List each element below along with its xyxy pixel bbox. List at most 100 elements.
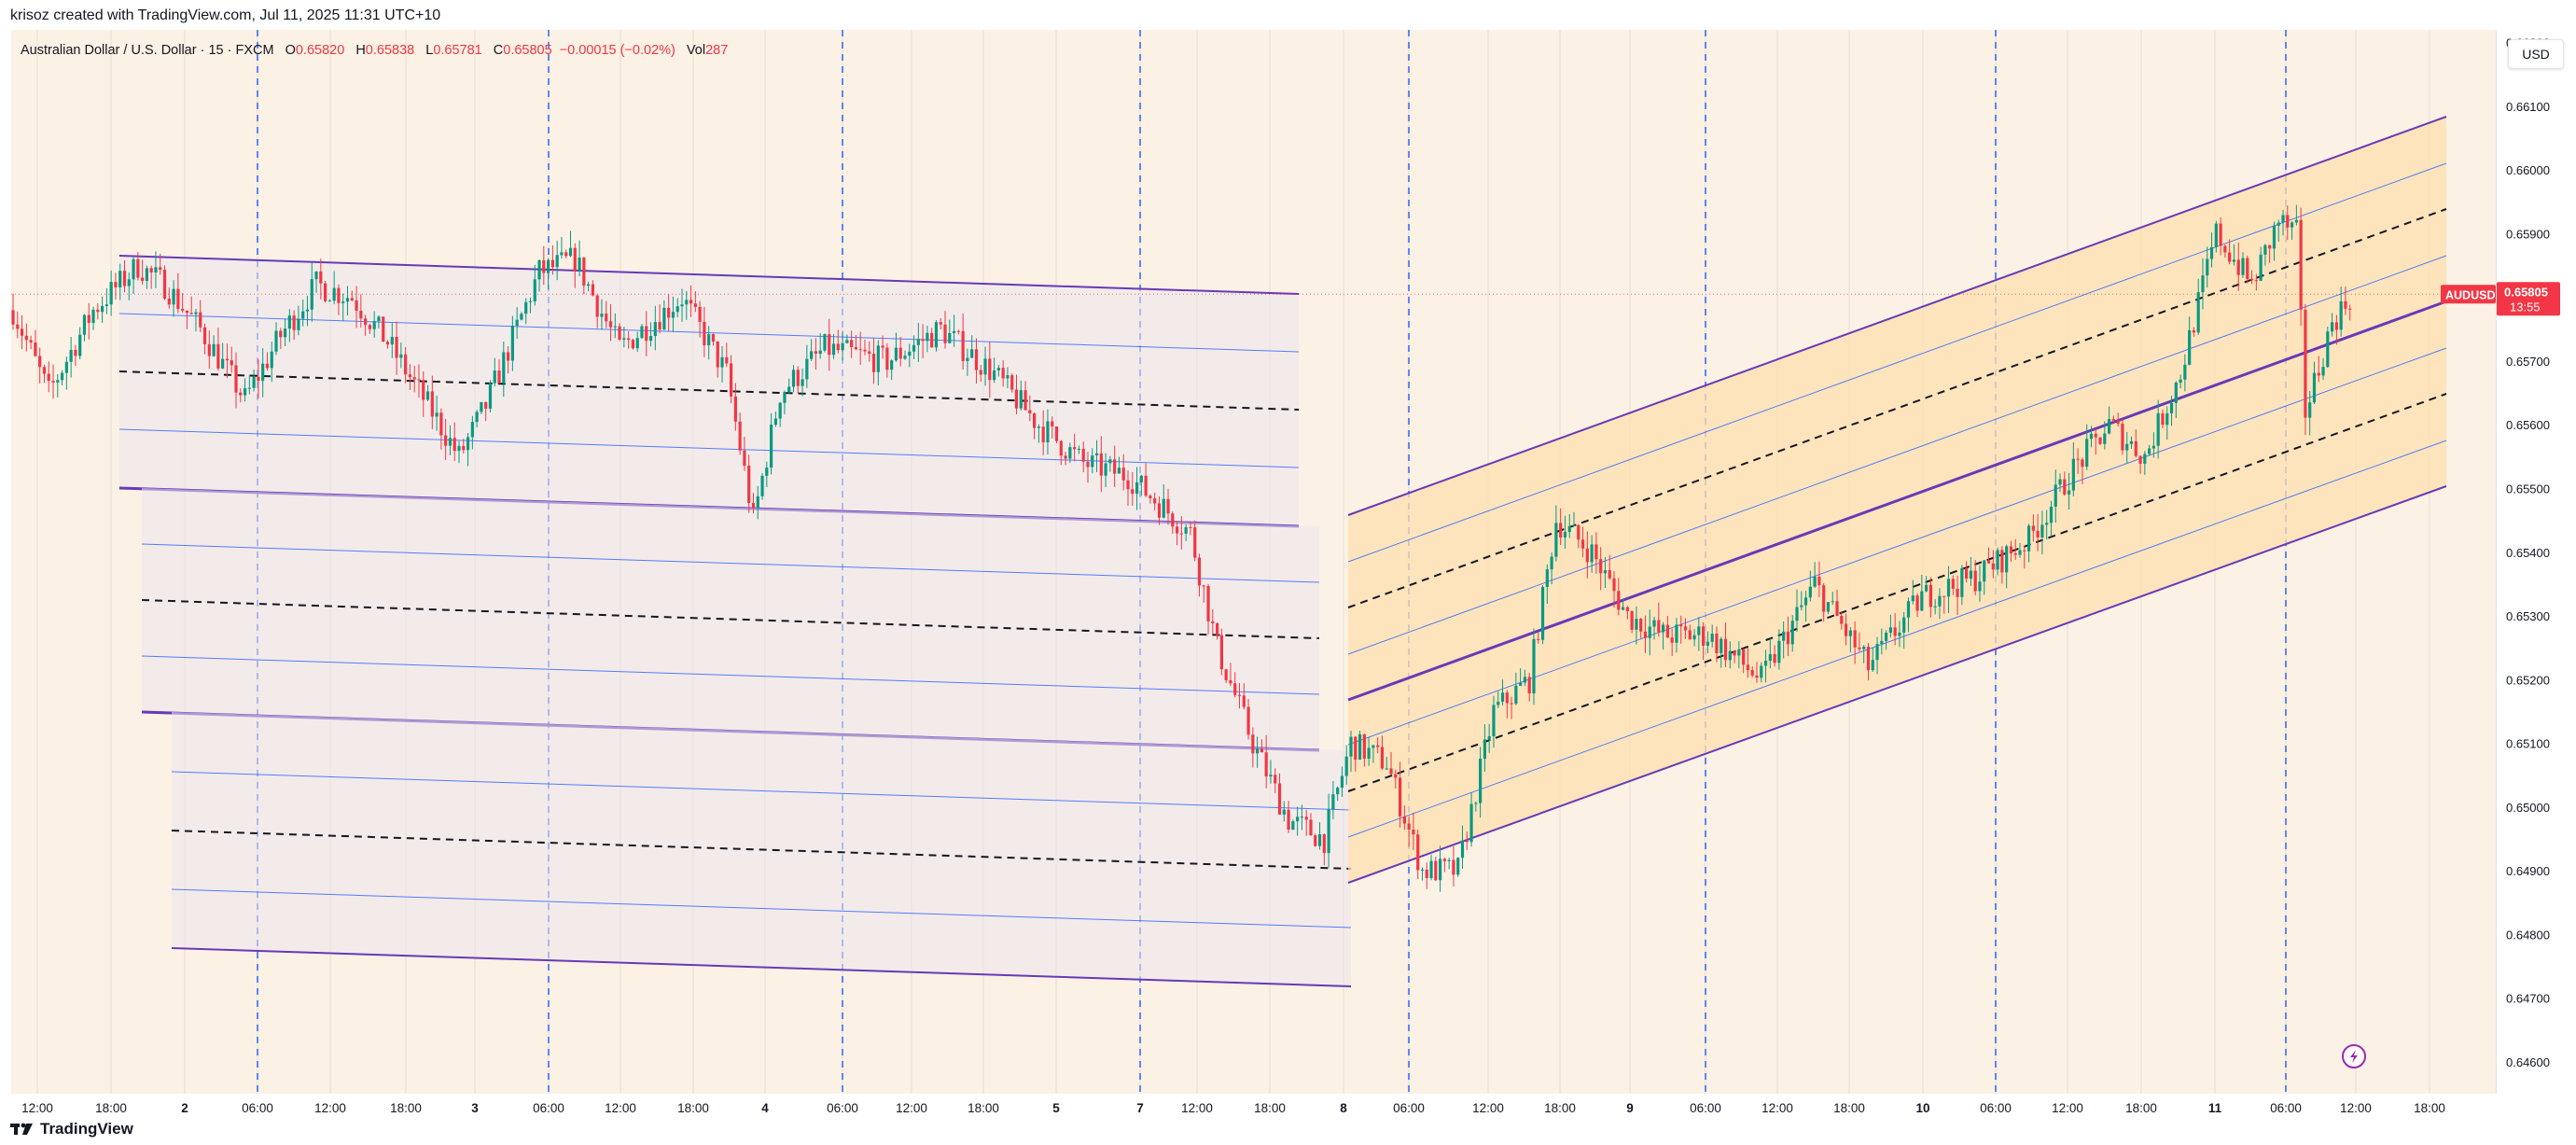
candle-body — [1416, 834, 1420, 871]
candle-body — [181, 309, 185, 311]
candle-body — [555, 255, 559, 268]
candle-body — [568, 247, 573, 257]
candle-body — [2000, 550, 2004, 573]
replay-icon[interactable] — [2342, 1044, 2366, 1068]
candle-body — [466, 437, 470, 451]
footer: TradingView — [10, 1116, 133, 1142]
candle-body — [1010, 375, 1014, 390]
candle-body — [101, 305, 104, 313]
candle-body — [550, 259, 554, 268]
candle-body — [1479, 759, 1483, 803]
right-channel[interactable] — [1347, 116, 2447, 884]
candle-body — [1688, 630, 1692, 640]
candle-body — [2089, 433, 2094, 440]
candle-body — [1760, 665, 1763, 678]
time-tick-label: 12:00 — [2052, 1101, 2083, 1115]
candle-body — [1354, 736, 1358, 761]
candle-body — [1657, 620, 1661, 633]
candle-body — [881, 345, 884, 348]
candle-body — [287, 315, 291, 329]
candle-body — [2054, 484, 2057, 507]
candle-body — [1442, 859, 1446, 861]
left-channel-lower[interactable] — [171, 712, 1352, 987]
candle-body — [20, 328, 24, 336]
candle-body — [1777, 640, 1781, 663]
candle-body — [1893, 627, 1897, 636]
candle-body — [2023, 550, 2026, 552]
price-chart[interactable]: AUDUSD — [11, 30, 2496, 1094]
candle-body — [2281, 215, 2285, 223]
candle-body — [457, 445, 461, 452]
candle-body — [542, 259, 546, 273]
candle-body — [2294, 219, 2298, 223]
candle-body — [2134, 440, 2137, 456]
candle-body — [493, 370, 496, 384]
left-channel-upper[interactable] — [118, 255, 1300, 528]
candle-body — [1144, 475, 1148, 496]
candle-body — [1139, 475, 1143, 482]
candle-body — [1402, 816, 1406, 824]
candle-body — [1237, 694, 1242, 696]
candle-body — [230, 360, 233, 366]
candle-body — [1104, 463, 1107, 476]
candle-body — [480, 401, 483, 412]
candle-body — [2196, 292, 2200, 333]
candle-body — [1790, 621, 1794, 645]
candle-body — [2108, 419, 2111, 434]
candle-body — [854, 346, 858, 350]
time-tick-label: 12:00 — [605, 1101, 636, 1115]
candle-body — [127, 279, 131, 286]
candle-body — [1514, 685, 1518, 705]
candle-body — [1773, 653, 1776, 663]
currency-button[interactable]: USD — [2508, 39, 2564, 69]
candle-body — [345, 298, 350, 302]
candle-body — [783, 392, 787, 403]
time-scale[interactable]: 12:00 18:00 2 06:00 12:00 18:00 3 06:00 12:00 18:… — [11, 1094, 2496, 1122]
candle-body — [1233, 683, 1237, 695]
candle-body — [613, 326, 617, 328]
candle-body — [1523, 677, 1527, 683]
candle-body — [422, 380, 425, 400]
candle-body — [993, 370, 996, 381]
candle-body — [1153, 497, 1157, 504]
candle-body — [78, 334, 82, 356]
candle-body — [1862, 646, 1866, 649]
price-tick-label: 0.65200 — [2506, 673, 2550, 687]
candle-body — [1991, 563, 1995, 570]
candle-body — [1091, 455, 1094, 468]
candle-body — [930, 332, 934, 348]
candle-body — [1398, 777, 1402, 817]
candle-body — [1929, 584, 1932, 607]
price-tick-label: 0.65300 — [2506, 609, 2550, 623]
last-price-badge — [2497, 282, 2560, 316]
candle-body — [1532, 638, 1536, 694]
candle-body — [355, 300, 358, 311]
candle-body — [2321, 367, 2325, 376]
candle-body — [1287, 809, 1290, 831]
candle-body — [1800, 605, 1803, 607]
candle-body — [2169, 402, 2174, 413]
candle-body — [1670, 637, 1674, 643]
candle-body — [2165, 412, 2169, 426]
candle-body — [1380, 747, 1385, 769]
candle-body — [805, 358, 809, 380]
last-price-value: 0.65805 — [2504, 285, 2548, 299]
candle-body — [1054, 426, 1059, 441]
candle-body — [1817, 577, 1821, 586]
candle-body — [1394, 774, 1398, 778]
candle-body — [1327, 809, 1330, 854]
time-tick-label: 12:00 — [314, 1101, 346, 1115]
candle-body — [216, 343, 220, 369]
candle-body — [319, 271, 323, 284]
left-channel-middle[interactable] — [141, 488, 1320, 752]
price-scale[interactable]: 0.662000.661000.660000.659000.657000.656… — [2496, 30, 2576, 1094]
candle-body — [1439, 859, 1442, 881]
candle-body — [2081, 459, 2084, 468]
candle-body — [225, 358, 230, 361]
candle-body — [2246, 258, 2249, 279]
price-tick-label: 0.65700 — [2506, 355, 2550, 369]
candle-body — [1572, 524, 1576, 526]
candle-body — [1051, 421, 1054, 427]
candle-body — [2174, 382, 2178, 403]
chart-area[interactable]: AUDUSD — [11, 30, 2496, 1094]
